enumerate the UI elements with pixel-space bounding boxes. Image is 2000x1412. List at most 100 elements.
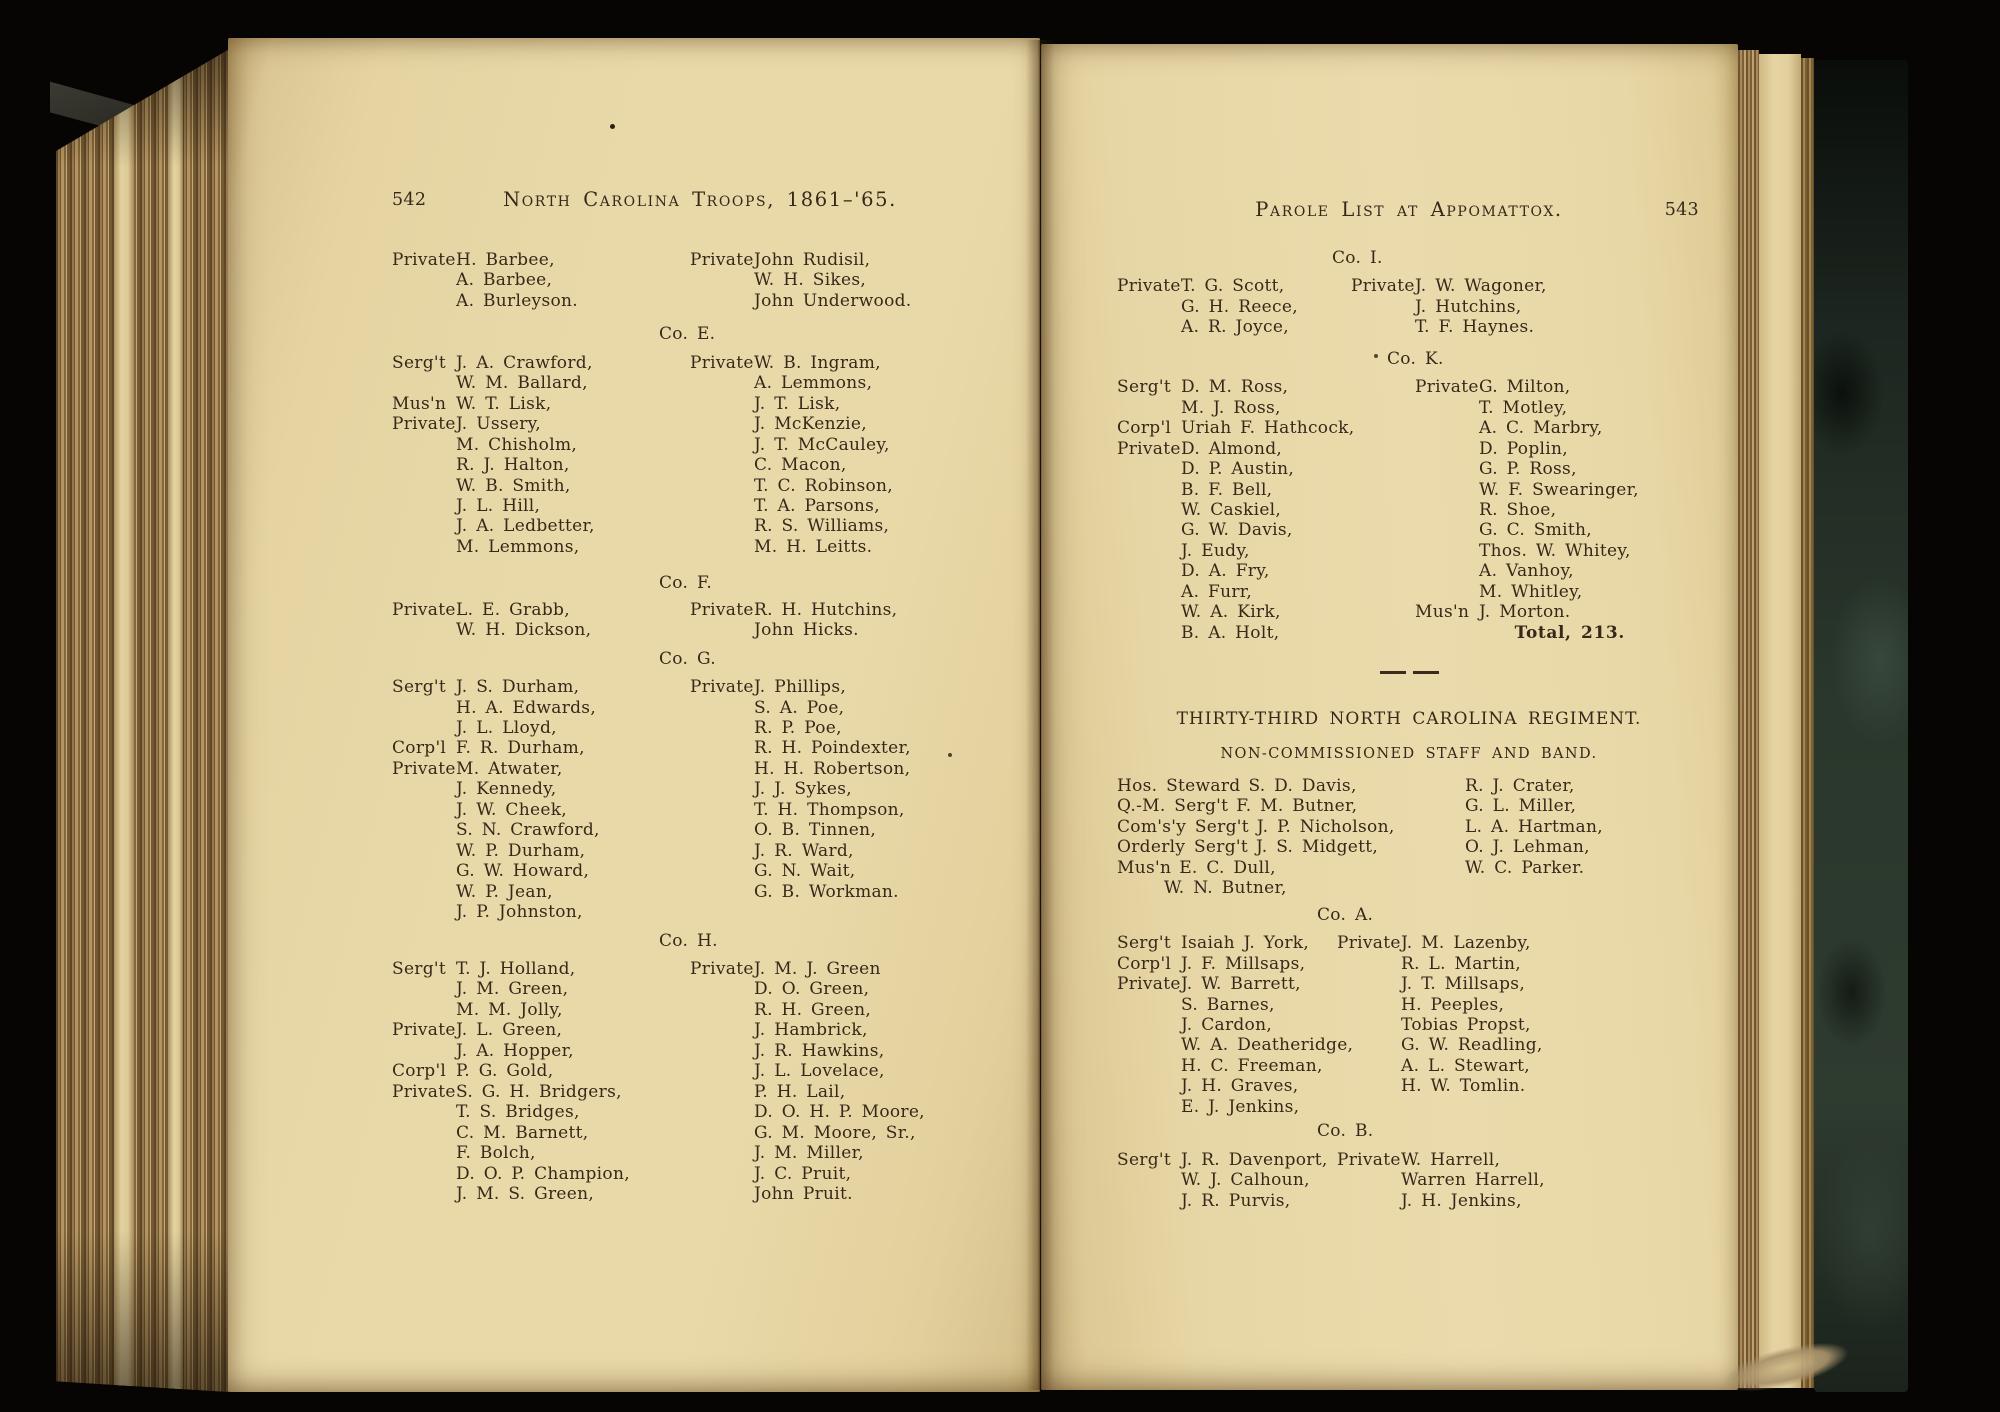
rank-label bbox=[690, 620, 754, 640]
soldier-name: W. B. Smith, bbox=[456, 475, 571, 496]
rank-label bbox=[1337, 954, 1401, 974]
rank-label: Serg't bbox=[392, 958, 447, 979]
company-section: Co. B. Serg't J. R. Davenport, W. J. Calhou… bbox=[1117, 1121, 1701, 1211]
rank-label bbox=[392, 270, 456, 290]
rank-label: Mus'n bbox=[1117, 857, 1172, 878]
roster-row: A. C. Marbry, bbox=[1415, 418, 1639, 438]
company-header: Co. B. bbox=[1317, 1121, 1374, 1142]
roster-row: G. W. Howard, bbox=[392, 861, 690, 881]
soldier-name: W. Caskiel, bbox=[1181, 499, 1282, 520]
rank-label bbox=[1337, 1191, 1401, 1211]
roster-columns: Serg't J. S. Durham, H. A. Edwards, J. L. L… bbox=[392, 677, 1008, 922]
roster-row: J. H. Jenkins, bbox=[1337, 1191, 1545, 1211]
roster-row: Private D. Almond, bbox=[1117, 439, 1415, 459]
soldier-name: J. H. Graves, bbox=[1181, 1076, 1299, 1097]
soldier-name: M. M. Jolly, bbox=[456, 999, 563, 1020]
roster-row: Private L. E. Grabb, bbox=[392, 600, 690, 620]
soldier-name: J. L. Lloyd, bbox=[456, 718, 557, 739]
soldier-name: J. P. Nicholson, bbox=[1256, 816, 1395, 837]
soldier-name: A. L. Stewart, bbox=[1401, 1055, 1530, 1076]
staff-band-heading: NON-COMMISSIONED STAFF AND BAND. bbox=[1220, 745, 1598, 762]
rank-label bbox=[1117, 480, 1181, 500]
roster-column-right: R. J. Crater, G. L. Miller, L. A. Hartman,… bbox=[1465, 776, 1603, 878]
roster-column-left: Private L. E. Grabb, W. H. Dickson, bbox=[392, 600, 690, 641]
rank-label bbox=[690, 979, 754, 999]
roster-row: J. M. Miller, bbox=[690, 1143, 925, 1163]
roster-row: Hos. Steward S. D. Davis, bbox=[1117, 776, 1465, 796]
soldier-name: G. C. Smith, bbox=[1479, 520, 1592, 541]
rank-label bbox=[1117, 1056, 1181, 1076]
roster-row: J. P. Johnston, bbox=[392, 902, 690, 922]
roster-row: J. C. Pruit, bbox=[690, 1164, 925, 1184]
soldier-name: J. J. Sykes, bbox=[754, 779, 852, 800]
rank-label: Private bbox=[690, 599, 754, 620]
rank-label bbox=[1117, 995, 1181, 1015]
roster-row: G. W. Davis, bbox=[1117, 520, 1415, 540]
soldier-name: D. O. P. Champion, bbox=[456, 1163, 630, 1184]
roster-row: S. N. Crawford, bbox=[392, 820, 690, 840]
rank-label: Private bbox=[690, 677, 754, 698]
roster-row: J. Hutchins, bbox=[1351, 297, 1547, 317]
soldier-name: M. Lemmons, bbox=[456, 536, 580, 557]
roster-column-right: Private W. Harrell, Warren Harrell, J. H. J… bbox=[1337, 1150, 1545, 1211]
roster-row: J. Hambrick, bbox=[690, 1020, 925, 1040]
soldier-name: R. J. Halton, bbox=[456, 455, 570, 476]
roster-row: D. O. H. P. Moore, bbox=[690, 1102, 925, 1122]
company-header: Co. I. bbox=[1332, 248, 1383, 268]
roster-row: John Underwood. bbox=[690, 291, 912, 311]
rank-label bbox=[690, 1184, 754, 1204]
rank-label bbox=[392, 800, 456, 820]
roster-column-right: Private John Rudisil, W. H. Sikes, John Und… bbox=[690, 250, 912, 311]
roster-row: E. J. Jenkins, bbox=[1117, 1097, 1337, 1117]
soldier-name: Thos. W. Whitey, bbox=[1479, 540, 1631, 561]
soldier-name: S. D. Davis, bbox=[1248, 776, 1357, 797]
right-page-sections: Co. I. Private T. G. Scott, G. H. Reece, A. … bbox=[1117, 248, 1701, 1211]
roster-columns: Serg't T. J. Holland, J. M. Green, M. M. Jo… bbox=[392, 959, 1008, 1204]
soldier-name: W. P. Jean, bbox=[456, 881, 553, 902]
page-number: 542 bbox=[392, 190, 427, 210]
rank-label bbox=[1117, 1097, 1181, 1117]
soldier-name: W. J. Calhoun, bbox=[1181, 1170, 1310, 1191]
soldier-name: A. Burleyson. bbox=[456, 290, 578, 311]
rank-label bbox=[690, 1164, 754, 1184]
soldier-name: B. A. Holt, bbox=[1181, 622, 1280, 643]
soldier-name: W. T. Lisk, bbox=[456, 393, 552, 414]
staff-section: Hos. Steward S. D. Davis, Q.-M. Serg't F. M… bbox=[1117, 776, 1701, 899]
rank-label bbox=[392, 516, 456, 536]
soldier-name: S. G. H. Bridgers, bbox=[456, 1081, 622, 1102]
roster-column-left: Serg't D. M. Ross, M. J. Ross, Corp'l Uriah … bbox=[1117, 377, 1415, 643]
rank-label: Private bbox=[392, 1020, 456, 1041]
roster-row: Private M. Atwater, bbox=[392, 759, 690, 779]
rank-label bbox=[1117, 500, 1181, 520]
roster-row: H. C. Freeman, bbox=[1117, 1056, 1337, 1076]
rank-label bbox=[1117, 623, 1181, 643]
rank-label bbox=[1117, 1191, 1181, 1211]
soldier-name: W. A. Kirk, bbox=[1181, 602, 1281, 623]
roster-row: C. Macon, bbox=[690, 455, 893, 475]
rank-label bbox=[392, 1123, 456, 1143]
roster-row: R. Shoe, bbox=[1415, 500, 1639, 520]
company-header: Co. G. bbox=[659, 648, 716, 669]
roster-row: J. R. Ward, bbox=[690, 841, 911, 861]
soldier-name: J. M. Miller, bbox=[754, 1143, 864, 1164]
rank-label bbox=[392, 841, 456, 861]
roster-row: J. L. Lloyd, bbox=[392, 718, 690, 738]
soldier-name: T. A. Parsons, bbox=[754, 495, 880, 516]
rank-label bbox=[392, 1041, 456, 1061]
soldier-name: J. T. Lisk, bbox=[754, 393, 841, 414]
rank-label: Orderly Serg't bbox=[1117, 837, 1248, 858]
roster-row: J. M. Green, bbox=[392, 979, 690, 999]
roster-row: T. H. Thompson, bbox=[690, 800, 911, 820]
roster-row: W. A. Kirk, bbox=[1117, 602, 1415, 622]
rank-label bbox=[1117, 561, 1181, 581]
roster-row: T. C. Robinson, bbox=[690, 476, 893, 496]
soldier-name: Warren Harrell, bbox=[1401, 1170, 1545, 1191]
roster-row: Serg't J. S. Durham, bbox=[392, 677, 690, 697]
rank-label bbox=[1351, 297, 1415, 317]
soldier-name: T. F. Haynes. bbox=[1415, 317, 1535, 338]
soldier-name: T. H. Thompson, bbox=[754, 799, 905, 820]
rank-label: Serg't bbox=[1117, 377, 1172, 398]
rank-label bbox=[1415, 520, 1479, 540]
rank-label bbox=[1117, 520, 1181, 540]
soldier-name: F. Bolch, bbox=[456, 1143, 536, 1164]
